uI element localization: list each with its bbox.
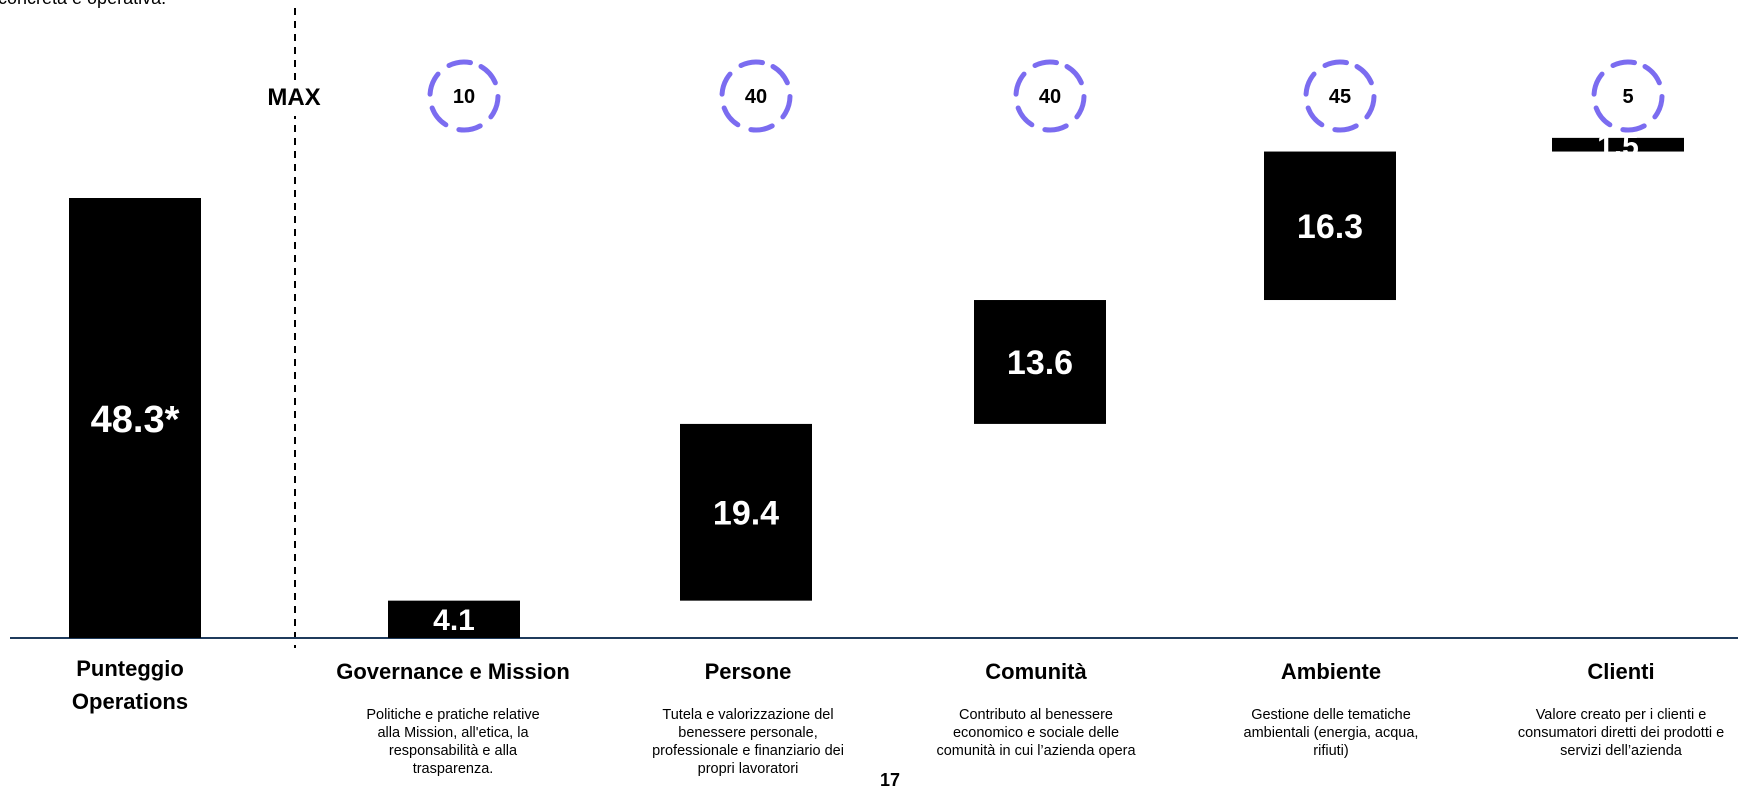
- bar-value-label: 19.4: [713, 495, 779, 533]
- waterfall-bar: [1264, 151, 1396, 301]
- waterfall-bar: [680, 423, 812, 601]
- category-description: Politiche e pratiche relative alla Missi…: [366, 707, 540, 777]
- category-comunita: Comunità Contributo al benessere economi…: [921, 656, 1151, 760]
- bar-value-label: 13.6: [1007, 344, 1073, 382]
- total-label-line1: Punteggio: [76, 656, 184, 681]
- bar-value-label: 4.1: [433, 604, 475, 637]
- max-circle: [1303, 59, 1377, 133]
- max-value-label: 45: [1329, 86, 1351, 108]
- bar-value-label: 1.5: [1597, 130, 1639, 163]
- category-title: Comunità: [985, 659, 1087, 684]
- category-title: Governance e Mission: [336, 659, 570, 684]
- max-circle: [427, 59, 501, 133]
- category-clienti: Clienti Valore creato per i clienti e co…: [1506, 656, 1736, 760]
- total-category-label: Punteggio Operations: [40, 652, 220, 718]
- total-bar: [69, 198, 201, 638]
- waterfall-bar: [974, 300, 1106, 424]
- category-persone: Persone Tutela e valorizzazione del bene…: [618, 656, 878, 778]
- category-title: Persone: [704, 659, 792, 684]
- max-circle: [1013, 59, 1087, 133]
- bar-value-label: 16.3: [1297, 208, 1363, 246]
- max-value-label: 40: [745, 86, 767, 108]
- category-description: Contributo al benessere economico e soci…: [936, 707, 1136, 759]
- category-description: Tutela e valorizzazione del benessere pe…: [652, 707, 844, 777]
- max-circle: [719, 59, 793, 133]
- total-value-label: 48.3*: [91, 399, 180, 441]
- waterfall-bar: [1552, 137, 1684, 152]
- max-circle: [1591, 59, 1665, 133]
- intro-text: concreta e operativa.: [0, 0, 166, 9]
- category-description: Gestione delle tematiche ambientali (ene…: [1243, 707, 1419, 759]
- total-label-line2: Operations: [71, 689, 189, 714]
- max-value-label: 10: [453, 86, 475, 108]
- max-label: MAX: [258, 80, 330, 116]
- category-description: Valore creato per i clienti e consumator…: [1517, 707, 1725, 759]
- max-value-label: 40: [1039, 86, 1061, 108]
- category-governance: Governance e Mission Politiche e pratich…: [313, 656, 593, 778]
- category-title: Clienti: [1587, 659, 1655, 684]
- page-number: 17: [879, 770, 901, 790]
- waterfall-bar: [388, 600, 520, 638]
- max-value-label: 5: [1622, 86, 1633, 108]
- category-ambiente: Ambiente Gestione delle tematiche ambien…: [1216, 656, 1446, 760]
- category-title: Ambiente: [1280, 659, 1382, 684]
